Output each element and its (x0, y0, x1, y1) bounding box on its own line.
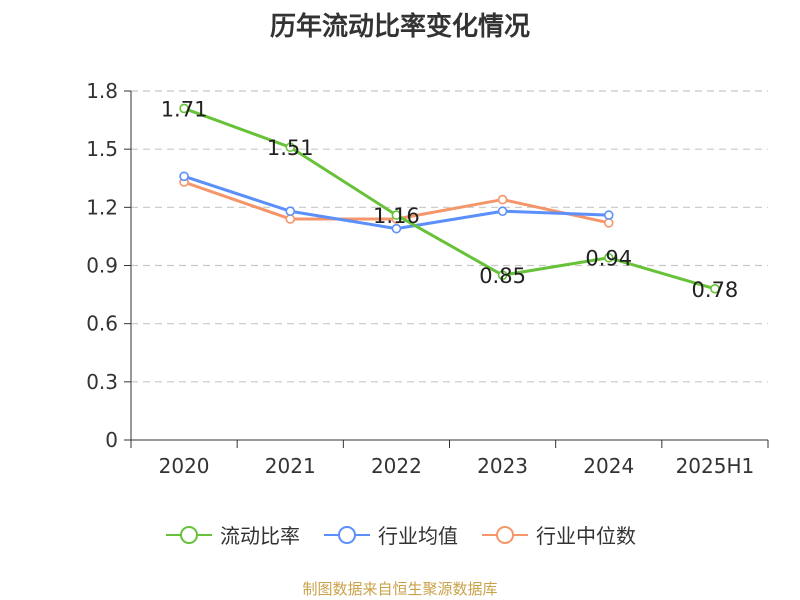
x-tick-label: 2025H1 (676, 454, 755, 478)
data-point (285, 206, 296, 217)
legend-label-industry-median: 行业中位数 (536, 524, 636, 548)
legend-item-industry-mean[interactable]: 行业均值 (322, 520, 458, 549)
x-tick-label: 2024 (583, 454, 634, 478)
y-tick-label: 0 (105, 428, 118, 452)
data-point (285, 142, 296, 153)
legend-item-industry-median[interactable]: 行业中位数 (480, 520, 636, 549)
data-point (497, 194, 508, 205)
data-label: 1.16 (373, 204, 420, 228)
data-point (603, 218, 614, 228)
y-tick-label: 1.8 (86, 79, 118, 103)
data-label: 1.71 (161, 97, 208, 121)
chart-title: 历年流动比率变化情况 (269, 12, 530, 42)
y-tick-label: 1.2 (86, 195, 118, 219)
data-label: 0.94 (585, 247, 632, 271)
data-label: 0.78 (692, 278, 739, 302)
x-tick-label: 2022 (371, 454, 422, 478)
legend: 流动比率 行业均值 行业中位数 (0, 520, 800, 549)
legend-swatch-industry-median (482, 525, 528, 544)
legend-swatch-current-ratio (166, 525, 212, 544)
data-point (285, 214, 296, 224)
data-point (179, 171, 189, 182)
y-tick-label: 1.5 (86, 137, 118, 161)
data-point (391, 210, 402, 220)
x-tick-label: 2021 (265, 454, 316, 478)
data-point (603, 252, 614, 263)
data-point (710, 283, 720, 294)
legend-label-industry-mean: 行业均值 (378, 524, 458, 548)
data-point (391, 223, 402, 234)
x-tick-label: 2023 (477, 454, 528, 478)
data-label: 1.51 (267, 136, 314, 160)
series-line-0 (183, 107, 716, 291)
legend-label-current-ratio: 流动比率 (220, 524, 300, 548)
y-tick-label: 0.3 (86, 370, 118, 394)
legend-item-current-ratio[interactable]: 流动比率 (164, 520, 300, 549)
data-point (497, 270, 508, 280)
data-label: 0.85 (479, 264, 526, 288)
data-point (603, 210, 614, 220)
y-tick-label: 0.9 (86, 254, 118, 278)
source-note: 制图数据来自恒生聚源数据库 (302, 580, 498, 598)
legend-swatch-industry-mean (324, 525, 370, 544)
data-point (179, 103, 189, 114)
y-tick-label: 0.6 (86, 312, 118, 336)
data-point (497, 206, 508, 217)
x-tick-label: 2020 (159, 454, 210, 478)
